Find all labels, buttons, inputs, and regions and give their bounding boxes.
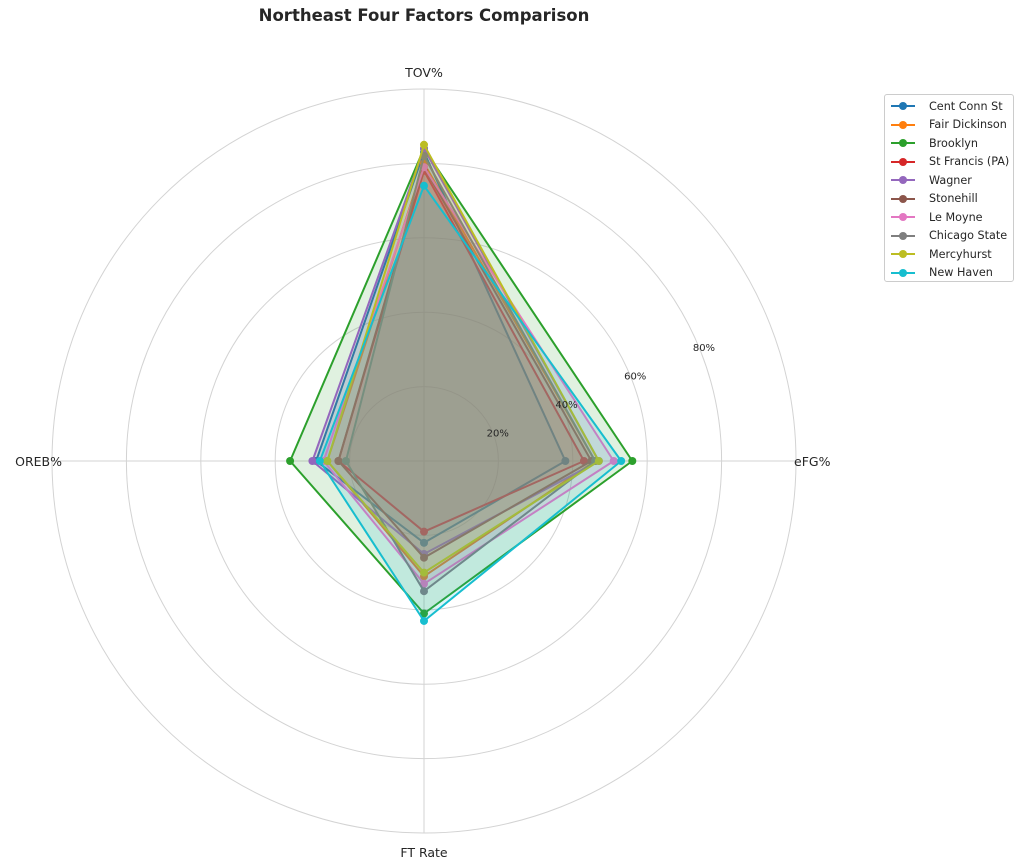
legend-label: Stonehill	[929, 192, 978, 206]
data-point	[420, 140, 428, 149]
legend-label: Brooklyn	[929, 136, 979, 150]
radial-tick-label: 80%	[693, 343, 715, 354]
legend-swatch	[891, 248, 921, 260]
legend-label: New Haven	[929, 266, 993, 280]
legend-swatch	[891, 137, 921, 149]
radar-chart: 20% 40% 60% 80% eFG% TOV% OREB% FT Rate	[15, 65, 830, 860]
legend-swatch	[891, 211, 921, 223]
data-point	[594, 457, 603, 465]
data-point	[420, 579, 428, 588]
legend-label: Wagner	[929, 173, 972, 187]
legend-item: Brooklyn	[885, 134, 1013, 153]
series-area	[345, 156, 596, 592]
axis-label: OREB%	[15, 454, 62, 469]
legend-swatch	[891, 174, 921, 186]
legend-label: Mercyhurst	[929, 247, 992, 261]
legend-label: Le Moyne	[929, 210, 983, 224]
radar-series	[286, 140, 637, 625]
data-point	[420, 538, 428, 547]
legend-swatch	[891, 119, 921, 131]
data-point	[420, 527, 428, 536]
legend-swatch	[891, 156, 921, 168]
data-point	[628, 457, 637, 465]
legend-label: St Francis (PA)	[929, 155, 1010, 169]
axis-label: TOV%	[404, 65, 443, 80]
legend-item: Cent Conn St	[885, 97, 1013, 116]
chart-title: Northeast Four Factors Comparison	[258, 6, 590, 25]
radar-grid	[51, 88, 797, 834]
data-point	[323, 457, 332, 465]
radial-tick-label: 40%	[555, 400, 577, 411]
radial-tick-label: 20%	[487, 429, 509, 440]
legend-item: Le Moyne	[885, 208, 1013, 227]
legend-item: Stonehill	[885, 190, 1013, 209]
data-point	[420, 609, 428, 618]
legend-label: Fair Dickinson	[929, 118, 1007, 132]
series-area	[338, 170, 584, 532]
series-area	[312, 148, 599, 554]
series-area	[338, 167, 592, 558]
axis-label: FT Rate	[400, 845, 448, 860]
series-area	[323, 167, 614, 584]
data-point	[609, 457, 618, 465]
data-point	[420, 568, 428, 577]
data-point	[561, 457, 570, 465]
data-point	[420, 181, 428, 190]
legend-swatch	[891, 100, 921, 112]
legend-swatch	[891, 230, 921, 242]
data-point	[420, 553, 428, 562]
legend-swatch	[891, 193, 921, 205]
legend-item: Fair Dickinson	[885, 116, 1013, 135]
legend-swatch	[891, 267, 921, 279]
series-area	[316, 152, 566, 543]
legend-item: Mercyhurst	[885, 245, 1013, 264]
data-point	[334, 457, 343, 465]
legend-label: Cent Conn St	[929, 99, 1003, 113]
series-area	[319, 185, 622, 621]
series-area	[327, 144, 599, 573]
data-point	[420, 587, 428, 596]
legend-item: Chicago State	[885, 227, 1013, 246]
radial-tick-label: 60%	[624, 372, 646, 383]
data-point	[341, 457, 350, 465]
legend-label: Chicago State	[929, 229, 1008, 243]
radar-labels: 20% 40% 60% 80% eFG% TOV% OREB% FT Rate	[15, 65, 830, 860]
data-point	[617, 457, 626, 465]
data-point	[420, 616, 428, 625]
legend-item: New Haven	[885, 264, 1013, 283]
data-point	[315, 457, 324, 465]
legend-item: St Francis (PA)	[885, 153, 1013, 172]
legend: Cent Conn St Fair Dickinson Brooklyn St Fra…	[884, 94, 1014, 282]
data-point	[308, 457, 317, 465]
axis-label: eFG%	[794, 454, 831, 469]
legend-item: Wagner	[885, 171, 1013, 190]
data-point	[286, 457, 295, 465]
